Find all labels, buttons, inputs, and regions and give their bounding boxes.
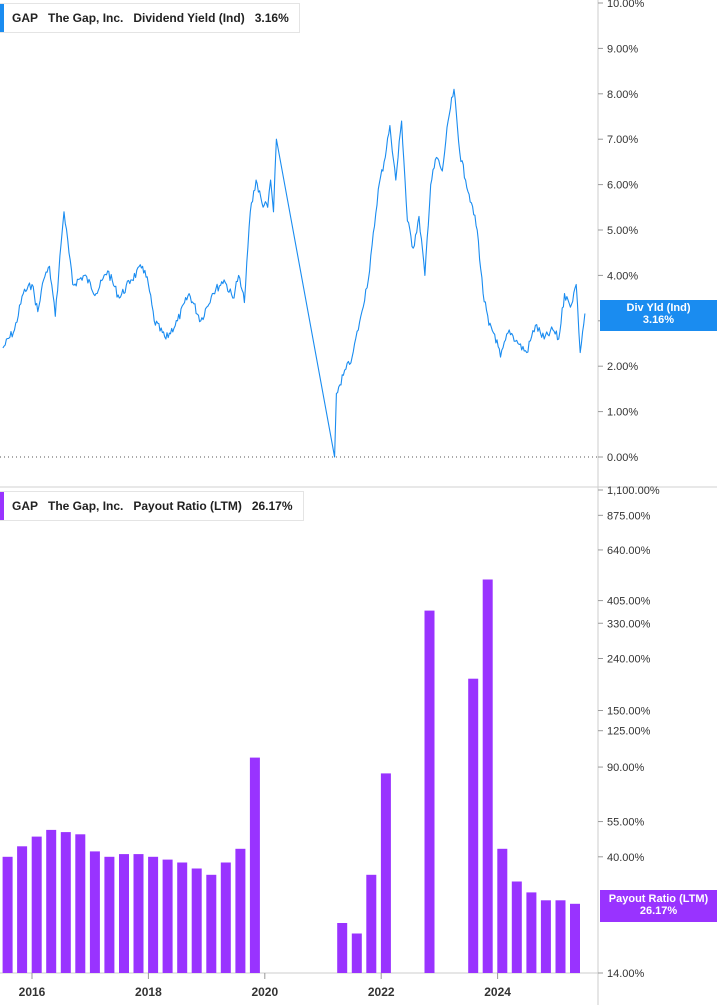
- legend-ticker: GAP: [12, 11, 39, 25]
- legend-company: The Gap, Inc.: [48, 499, 124, 513]
- payout-ratio-bar: [46, 829, 57, 973]
- y-tick-label: 640.00%: [607, 545, 651, 557]
- y-tick-label: 1,100.00%: [607, 485, 660, 497]
- dividend-yield-legend: GAP The Gap, Inc. Dividend Yield (Ind) 3…: [0, 3, 300, 33]
- legend-metric: Payout Ratio (LTM): [133, 499, 242, 513]
- tag-value: 26.17%: [639, 905, 678, 917]
- y-tick-label: 10.00%: [607, 0, 645, 10]
- payout-ratio-bar: [104, 856, 115, 973]
- y-tick-label: 14.00%: [607, 968, 645, 980]
- payout-ratio-bar: [119, 854, 129, 973]
- payout-ratio-legend: GAP The Gap, Inc. Payout Ratio (LTM) 26.…: [0, 491, 304, 521]
- payout-ratio-bar: [2, 856, 13, 973]
- y-tick-label: 875.00%: [607, 510, 651, 522]
- y-tick-label: 90.00%: [607, 762, 645, 774]
- payout-ratio-bar: [526, 892, 537, 973]
- x-tick-label: 2024: [484, 985, 511, 999]
- payout-ratio-bar: [75, 834, 86, 973]
- x-tick-label: 2022: [368, 985, 395, 999]
- payout-ratio-bar: [351, 933, 362, 973]
- payout-ratio-bar: [380, 773, 391, 973]
- payout-ratio-bar: [162, 859, 173, 973]
- x-tick-label: 2020: [251, 985, 278, 999]
- payout-ratio-bar: [468, 678, 479, 973]
- dividend-yield-value-tag: Div Yld (Ind) 3.16%: [600, 300, 717, 331]
- payout-ratio-bar: [482, 579, 493, 973]
- dividend-yield-legend-swatch: [0, 4, 4, 32]
- y-tick-label: 5.00%: [607, 225, 638, 237]
- y-tick-label: 0.00%: [607, 452, 638, 464]
- payout-ratio-bar: [235, 848, 246, 973]
- tag-label: Div Yld (Ind): [626, 302, 691, 314]
- payout-ratio-bar: [60, 832, 71, 973]
- payout-ratio-bar: [511, 881, 522, 973]
- y-tick-label: 150.00%: [607, 706, 651, 718]
- payout-ratio-bar: [220, 862, 231, 973]
- payout-ratio-bar: [540, 900, 551, 973]
- payout-ratio-value-tag: Payout Ratio (LTM) 26.17%: [600, 890, 717, 922]
- y-tick-label: 9.00%: [607, 43, 638, 55]
- legend-value: 3.16%: [254, 11, 289, 25]
- payout-ratio-bar: [177, 862, 188, 973]
- payout-ratio-bar: [148, 856, 159, 973]
- payout-ratio-bar: [424, 610, 435, 973]
- payout-ratio-bar: [89, 851, 100, 973]
- x-tick-label: 2018: [135, 985, 162, 999]
- y-tick-label: 4.00%: [607, 270, 638, 282]
- y-tick-label: 55.00%: [607, 817, 645, 829]
- dividend-yield-line: [2, 88, 586, 458]
- payout-ratio-bar: [570, 903, 580, 973]
- payout-ratio-bar: [497, 848, 508, 973]
- y-tick-label: 1.00%: [607, 407, 638, 419]
- x-tick-label: 2016: [19, 985, 46, 999]
- legend-value: 26.17%: [251, 499, 293, 513]
- payout-ratio-bar: [366, 874, 377, 973]
- tag-label: Payout Ratio (LTM): [608, 893, 709, 905]
- payout-ratio-bar: [249, 757, 260, 973]
- payout-ratio-bar: [206, 874, 217, 973]
- y-tick-label: 2.00%: [607, 361, 638, 373]
- payout-ratio-bar: [133, 854, 144, 973]
- payout-ratio-legend-swatch: [0, 492, 4, 520]
- y-tick-label: 8.00%: [607, 89, 638, 101]
- payout-ratio-bar: [337, 923, 348, 973]
- y-tick-label: 405.00%: [607, 596, 651, 608]
- legend-metric: Dividend Yield (Ind): [133, 11, 245, 25]
- legend-ticker: GAP: [12, 499, 39, 513]
- y-tick-label: 6.00%: [607, 180, 638, 192]
- legend-company: The Gap, Inc.: [48, 11, 124, 25]
- payout-ratio-bar: [555, 900, 566, 973]
- payout-ratio-bar: [31, 836, 42, 973]
- tag-value: 3.16%: [642, 314, 675, 326]
- y-tick-label: 40.00%: [607, 852, 645, 864]
- y-tick-label: 330.00%: [607, 618, 651, 630]
- y-tick-label: 240.00%: [607, 653, 651, 665]
- y-tick-label: 125.00%: [607, 726, 651, 738]
- y-tick-label: 7.00%: [607, 134, 638, 146]
- payout-ratio-bar: [17, 846, 28, 973]
- payout-ratio-bar: [191, 868, 202, 973]
